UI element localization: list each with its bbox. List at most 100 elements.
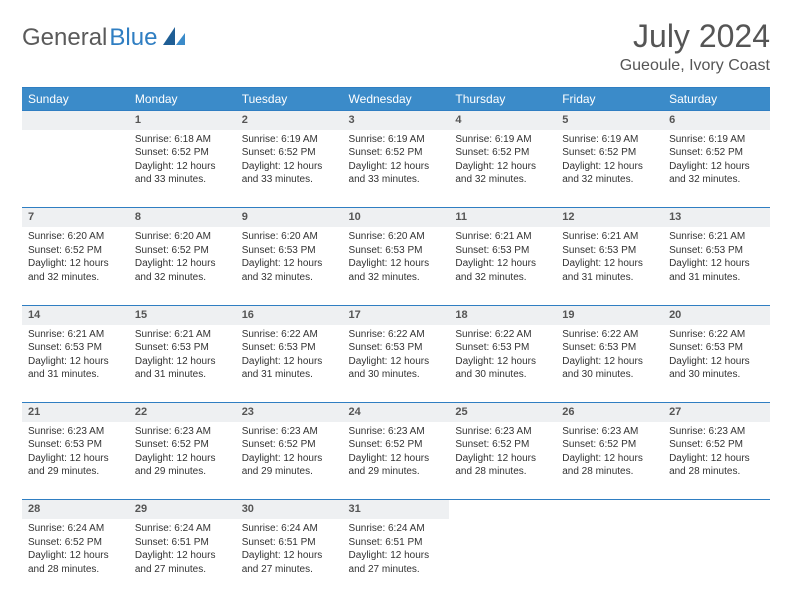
day-content-cell: Sunrise: 6:23 AMSunset: 6:52 PMDaylight:…: [236, 422, 343, 500]
day-number-cell: 15: [129, 305, 236, 324]
day-content-cell: Sunrise: 6:22 AMSunset: 6:53 PMDaylight:…: [556, 325, 663, 403]
daylight-text: and 30 minutes.: [669, 368, 764, 382]
daylight-text: Daylight: 12 hours: [135, 355, 230, 369]
sunrise-text: Sunrise: 6:24 AM: [349, 522, 444, 536]
day-number-cell: [449, 500, 556, 519]
day-number-cell: 20: [663, 305, 770, 324]
sunrise-text: Sunrise: 6:21 AM: [135, 328, 230, 342]
day-number: 10: [349, 211, 361, 223]
content-row: Sunrise: 6:24 AMSunset: 6:52 PMDaylight:…: [22, 519, 770, 597]
weekday-header-row: Sunday Monday Tuesday Wednesday Thursday…: [22, 88, 770, 111]
day-number: 1: [135, 114, 141, 126]
daylight-text: Daylight: 12 hours: [242, 452, 337, 466]
day-number-cell: [556, 500, 663, 519]
daylight-text: and 32 minutes.: [242, 271, 337, 285]
sunset-text: Sunset: 6:51 PM: [349, 536, 444, 550]
day-number-cell: 24: [343, 403, 450, 422]
daylight-text: Daylight: 12 hours: [455, 257, 550, 271]
day-content-cell: Sunrise: 6:20 AMSunset: 6:52 PMDaylight:…: [129, 227, 236, 305]
daynum-row: 14151617181920: [22, 305, 770, 324]
day-content-cell: [663, 519, 770, 597]
day-content-cell: Sunrise: 6:20 AMSunset: 6:53 PMDaylight:…: [343, 227, 450, 305]
logo-text-blue: Blue: [109, 24, 157, 52]
daylight-text: and 33 minutes.: [242, 173, 337, 187]
sunrise-text: Sunrise: 6:23 AM: [669, 425, 764, 439]
header: GeneralBlue July 2024 Gueoule, Ivory Coa…: [22, 18, 770, 75]
sunrise-text: Sunrise: 6:18 AM: [135, 133, 230, 147]
sunset-text: Sunset: 6:53 PM: [349, 244, 444, 258]
sunset-text: Sunset: 6:53 PM: [242, 244, 337, 258]
weekday-tuesday: Tuesday: [236, 88, 343, 111]
day-number-cell: 8: [129, 208, 236, 227]
day-number-cell: [663, 500, 770, 519]
logo: GeneralBlue: [22, 24, 187, 52]
sunset-text: Sunset: 6:53 PM: [135, 341, 230, 355]
sunset-text: Sunset: 6:52 PM: [562, 438, 657, 452]
day-number: 23: [242, 406, 254, 418]
daylight-text: Daylight: 12 hours: [242, 160, 337, 174]
day-number: 9: [242, 211, 248, 223]
daylight-text: and 28 minutes.: [455, 465, 550, 479]
day-content-cell: Sunrise: 6:19 AMSunset: 6:52 PMDaylight:…: [236, 130, 343, 208]
content-row: Sunrise: 6:20 AMSunset: 6:52 PMDaylight:…: [22, 227, 770, 305]
day-number: 19: [562, 309, 574, 321]
day-content-cell: Sunrise: 6:21 AMSunset: 6:53 PMDaylight:…: [556, 227, 663, 305]
day-number-cell: 11: [449, 208, 556, 227]
weekday-wednesday: Wednesday: [343, 88, 450, 111]
day-number-cell: 22: [129, 403, 236, 422]
day-content-cell: Sunrise: 6:23 AMSunset: 6:53 PMDaylight:…: [22, 422, 129, 500]
daylight-text: and 30 minutes.: [455, 368, 550, 382]
day-number-cell: 19: [556, 305, 663, 324]
day-number-cell: 13: [663, 208, 770, 227]
location-label: Gueoule, Ivory Coast: [620, 57, 770, 75]
daylight-text: and 33 minutes.: [135, 173, 230, 187]
day-number: 29: [135, 503, 147, 515]
sunrise-text: Sunrise: 6:23 AM: [28, 425, 123, 439]
day-number-cell: 12: [556, 208, 663, 227]
daylight-text: and 32 minutes.: [28, 271, 123, 285]
sunrise-text: Sunrise: 6:19 AM: [562, 133, 657, 147]
daynum-row: 28293031: [22, 500, 770, 519]
daylight-text: and 31 minutes.: [28, 368, 123, 382]
sunset-text: Sunset: 6:52 PM: [135, 146, 230, 160]
daylight-text: Daylight: 12 hours: [28, 452, 123, 466]
daylight-text: and 29 minutes.: [242, 465, 337, 479]
sunset-text: Sunset: 6:52 PM: [28, 536, 123, 550]
daylight-text: and 32 minutes.: [349, 271, 444, 285]
day-content-cell: Sunrise: 6:19 AMSunset: 6:52 PMDaylight:…: [343, 130, 450, 208]
daylight-text: and 29 minutes.: [28, 465, 123, 479]
day-number: 27: [669, 406, 681, 418]
daylight-text: Daylight: 12 hours: [135, 452, 230, 466]
daylight-text: and 32 minutes.: [562, 173, 657, 187]
day-number-cell: 4: [449, 111, 556, 130]
day-number-cell: 5: [556, 111, 663, 130]
day-content-cell: Sunrise: 6:19 AMSunset: 6:52 PMDaylight:…: [556, 130, 663, 208]
daylight-text: and 30 minutes.: [349, 368, 444, 382]
daylight-text: Daylight: 12 hours: [135, 549, 230, 563]
daylight-text: Daylight: 12 hours: [349, 257, 444, 271]
day-content-cell: Sunrise: 6:23 AMSunset: 6:52 PMDaylight:…: [556, 422, 663, 500]
day-content-cell: Sunrise: 6:18 AMSunset: 6:52 PMDaylight:…: [129, 130, 236, 208]
sunrise-text: Sunrise: 6:20 AM: [28, 230, 123, 244]
day-content-cell: Sunrise: 6:22 AMSunset: 6:53 PMDaylight:…: [343, 325, 450, 403]
day-number-cell: 9: [236, 208, 343, 227]
page-title: July 2024: [620, 18, 770, 55]
day-content-cell: Sunrise: 6:24 AMSunset: 6:51 PMDaylight:…: [236, 519, 343, 597]
day-content-cell: Sunrise: 6:22 AMSunset: 6:53 PMDaylight:…: [449, 325, 556, 403]
day-content-cell: Sunrise: 6:19 AMSunset: 6:52 PMDaylight:…: [663, 130, 770, 208]
day-number-cell: 30: [236, 500, 343, 519]
day-number-cell: 25: [449, 403, 556, 422]
sunset-text: Sunset: 6:52 PM: [135, 438, 230, 452]
daylight-text: Daylight: 12 hours: [349, 160, 444, 174]
day-number: 12: [562, 211, 574, 223]
daylight-text: and 31 minutes.: [135, 368, 230, 382]
day-number-cell: 31: [343, 500, 450, 519]
daylight-text: and 32 minutes.: [455, 173, 550, 187]
sunset-text: Sunset: 6:52 PM: [455, 438, 550, 452]
daylight-text: Daylight: 12 hours: [28, 549, 123, 563]
day-number: 30: [242, 503, 254, 515]
sunset-text: Sunset: 6:51 PM: [242, 536, 337, 550]
sunset-text: Sunset: 6:53 PM: [28, 438, 123, 452]
daylight-text: Daylight: 12 hours: [562, 257, 657, 271]
daylight-text: Daylight: 12 hours: [135, 257, 230, 271]
